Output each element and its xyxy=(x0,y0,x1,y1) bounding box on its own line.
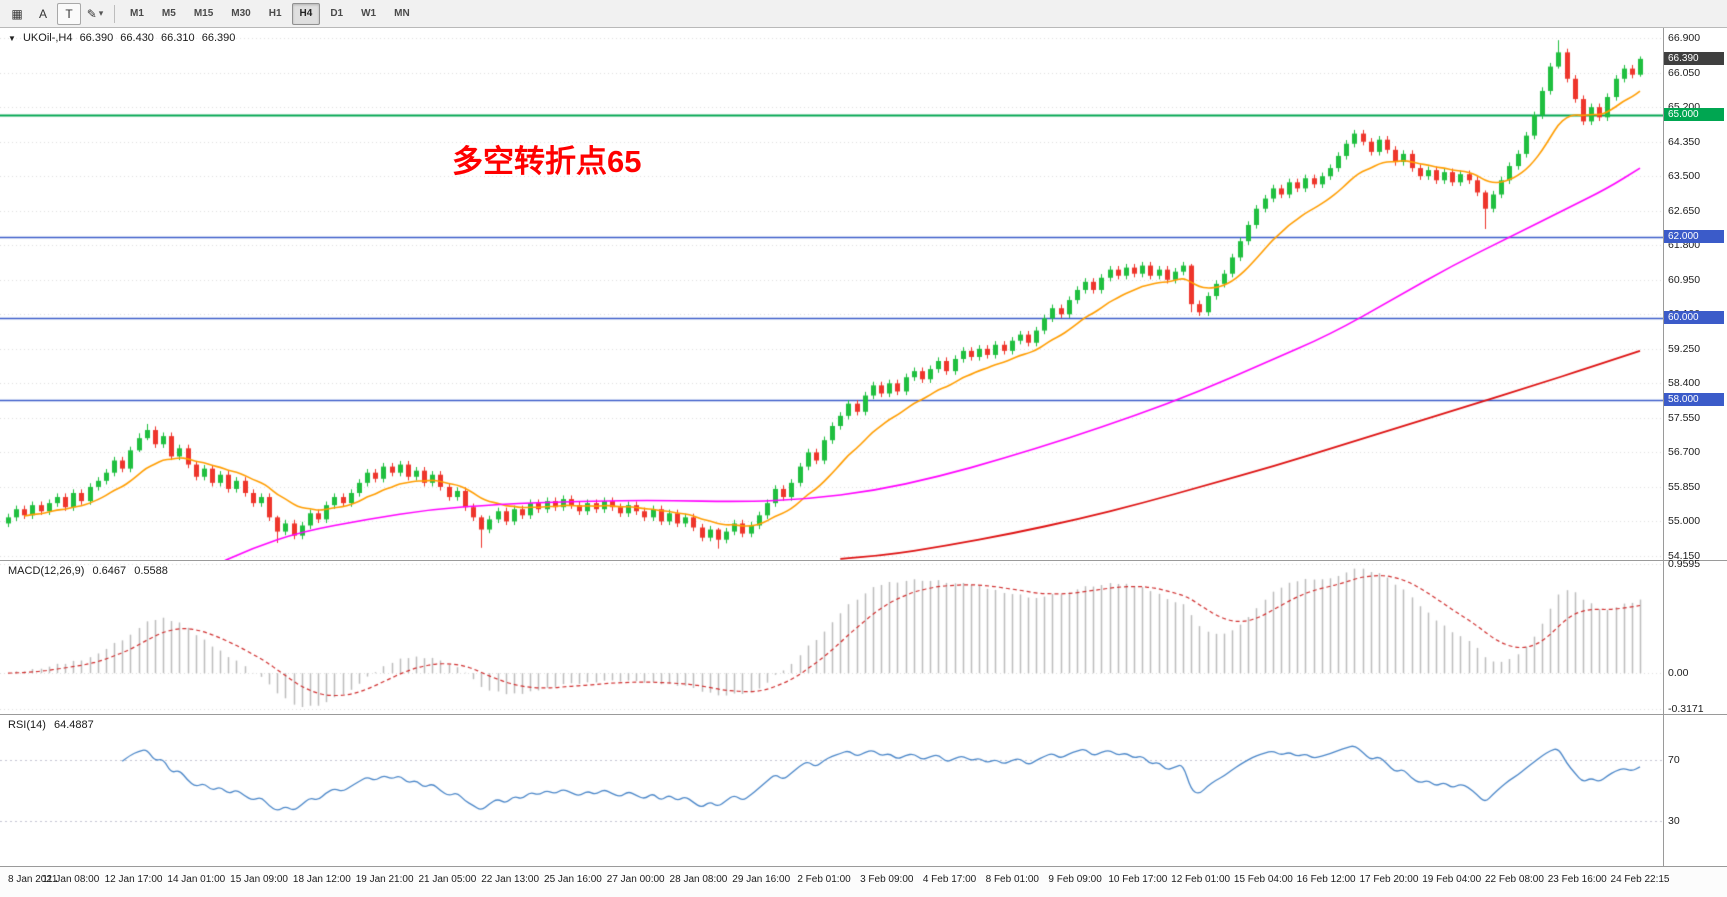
time-tick-label: 11 Jan 08:00 xyxy=(42,874,100,885)
axis-tick-label: 58.400 xyxy=(1668,377,1701,390)
time-tick-label: 8 Jan 2021 xyxy=(8,874,58,885)
panel-divider xyxy=(0,866,1727,867)
axis-tick-label: 54.150 xyxy=(1668,549,1701,562)
time-tick-label: 21 Jan 05:00 xyxy=(418,874,477,885)
axis-tick-label: 56.700 xyxy=(1668,446,1701,459)
time-tick-label: 9 Feb 09:00 xyxy=(1048,874,1102,885)
time-tick-label: 15 Jan 09:00 xyxy=(230,874,288,885)
price-low: 66.310 xyxy=(161,32,195,44)
axis-tick-label: 0.9595 xyxy=(1668,558,1701,571)
timeframe-m1[interactable]: M1 xyxy=(130,8,144,19)
timeframe-m30[interactable]: M30 xyxy=(231,8,251,19)
time-tick-label: 15 Feb 04:00 xyxy=(1233,874,1293,885)
annotation-tool-button[interactable]: A xyxy=(38,6,47,21)
toolbar-separator xyxy=(114,4,115,23)
macd-label: MACD(12,26,9) 0.6467 0.5588 xyxy=(8,565,173,577)
time-tick-label: 22 Jan 13:00 xyxy=(481,874,540,885)
time-tick-label: 28 Jan 08:00 xyxy=(669,874,728,885)
rsi-panel-canvas[interactable] xyxy=(0,715,1663,866)
symbol-dropdown-icon[interactable]: ▼ xyxy=(8,34,16,43)
axis-tick-label: 0.00 xyxy=(1668,667,1689,680)
charts-grid-button[interactable]: ▦ xyxy=(11,6,23,21)
caret-down-icon: ▾ xyxy=(98,8,104,18)
time-tick-label: 29 Jan 16:00 xyxy=(732,874,791,885)
axis-tick-label: 70 xyxy=(1668,754,1680,767)
macd-panel-canvas[interactable] xyxy=(0,561,1663,714)
axis-tick-label: -0.3171 xyxy=(1668,703,1704,716)
time-tick-label: 17 Feb 20:00 xyxy=(1359,874,1419,885)
panel-divider[interactable] xyxy=(0,560,1727,561)
time-tick-label: 12 Feb 01:00 xyxy=(1171,874,1231,885)
time-tick-label: 19 Feb 04:00 xyxy=(1422,874,1482,885)
panel-divider[interactable] xyxy=(0,714,1727,715)
price-open: 66.390 xyxy=(79,32,114,44)
level-price-tag: 65.000 xyxy=(1664,108,1724,122)
timeframe-m5[interactable]: M5 xyxy=(161,8,176,19)
level-price-tag: 58.000 xyxy=(1664,392,1724,406)
time-tick-label: 19 Jan 21:00 xyxy=(355,874,414,885)
level-price-tag: 62.000 xyxy=(1664,230,1724,244)
timeframe-d1[interactable]: D1 xyxy=(330,8,344,19)
time-tick-label: 14 Jan 01:00 xyxy=(167,874,226,885)
macd-main-value: 0.6467 xyxy=(92,565,127,577)
axis-separator xyxy=(1663,28,1664,866)
time-tick-label: 25 Jan 16:00 xyxy=(544,874,602,885)
macd-name: MACD(12,26,9) xyxy=(8,565,85,577)
timeframe-w1[interactable]: W1 xyxy=(361,8,377,19)
price-chart-canvas[interactable] xyxy=(0,28,1663,560)
style-dropdown[interactable]: ✎ ▾ xyxy=(83,3,107,25)
timeframe-h1[interactable]: H1 xyxy=(268,8,282,19)
timeframe-mn[interactable]: MN xyxy=(394,8,410,19)
axis-tick-label: 66.050 xyxy=(1668,66,1701,79)
time-tick-label: 18 Jan 12:00 xyxy=(292,874,351,885)
current-price-tag: 66.390 xyxy=(1664,51,1724,65)
time-tick-label: 27 Jan 00:00 xyxy=(606,874,665,885)
time-tick-label: 22 Feb 08:00 xyxy=(1484,874,1544,885)
time-tick-label: 24 Feb 22:15 xyxy=(1610,874,1670,885)
axis-tick-label: 59.250 xyxy=(1668,342,1701,355)
time-tick-label: 12 Jan 17:00 xyxy=(104,874,163,885)
axis-tick-label: 66.900 xyxy=(1668,32,1701,45)
axis-tick-label: 55.850 xyxy=(1668,480,1701,493)
macd-signal-value: 0.5588 xyxy=(134,565,168,577)
time-tick-label: 3 Feb 09:00 xyxy=(860,874,914,885)
price-high: 66.430 xyxy=(120,32,154,44)
timeframe-m15[interactable]: M15 xyxy=(193,8,214,19)
toolbar: ▦ A T ✎ ▾ M1 M5 M15 M30 H1 H4 D1 W1 MN xyxy=(0,0,1727,28)
time-tick-label: 23 Feb 16:00 xyxy=(1547,874,1607,885)
pencil-icon: ✎ xyxy=(86,6,97,21)
chart-annotation-text[interactable]: 多空转折点65 xyxy=(452,144,642,179)
time-tick-label: 4 Feb 17:00 xyxy=(922,874,977,885)
time-axis: 8 Jan 2021 11 Jan 08:00 12 Jan 17:00 14 Jan… xyxy=(0,867,1727,897)
axis-tick-label: 30 xyxy=(1668,814,1680,827)
axis-tick-label: 60.950 xyxy=(1668,273,1701,286)
axis-tick-label: 55.000 xyxy=(1668,515,1701,528)
rsi-value: 64.4887 xyxy=(53,719,94,731)
time-tick-label: 16 Feb 12:00 xyxy=(1296,874,1356,885)
text-tool-button[interactable]: T xyxy=(57,2,81,25)
axis-tick-label: 64.350 xyxy=(1668,135,1701,148)
symbol-name: UKOil-,H4 xyxy=(22,32,73,44)
timeframe-h4[interactable]: H4 xyxy=(291,2,321,25)
axis-tick-label: 57.550 xyxy=(1668,411,1701,424)
rsi-name: RSI(14) xyxy=(8,719,46,731)
time-tick-label: 2 Feb 01:00 xyxy=(797,874,851,885)
rsi-label: RSI(14) 64.4887 xyxy=(8,719,99,731)
level-price-tag: 60.000 xyxy=(1664,311,1724,325)
symbol-info: ▼ UKOil-,H4 66.390 66.430 66.310 66.390 xyxy=(8,32,239,44)
axis-tick-label: 63.500 xyxy=(1668,170,1701,183)
time-tick-label: 10 Feb 17:00 xyxy=(1108,874,1168,885)
time-tick-label: 8 Feb 01:00 xyxy=(985,874,1039,885)
axis-tick-label: 62.650 xyxy=(1668,204,1701,217)
price-close: 66.390 xyxy=(201,32,236,44)
timeframe-group: M1 M5 M15 M30 H1 H4 D1 W1 MN xyxy=(121,2,419,25)
